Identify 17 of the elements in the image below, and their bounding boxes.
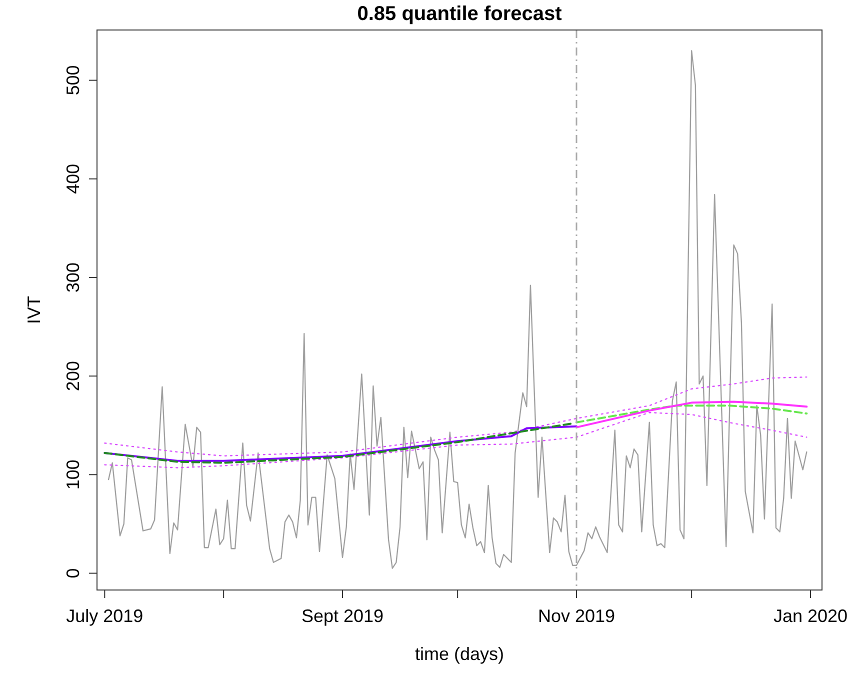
y-axis-title: IVT [24,296,44,324]
x-tick-label: July 2019 [66,606,144,626]
line-series [104,376,808,457]
y-tick-label: 200 [63,361,83,392]
x-tick-label: Nov 2019 [538,606,616,626]
y-tick-label: 0 [63,568,83,578]
x-tick-label: Sept 2019 [301,606,384,626]
chart-title: 0.85 quantile forecast [357,3,562,25]
line-series [104,412,808,468]
line-series [575,404,808,424]
y-tick-label: 100 [63,460,83,490]
x-tick-label: Jan 2020 [773,606,848,626]
line-series [575,400,808,428]
x-axis-title: time (days) [414,644,504,664]
y-tick-label: 500 [63,65,83,96]
y-tick-label: 300 [63,262,83,292]
y-tick-label: 400 [63,164,83,194]
